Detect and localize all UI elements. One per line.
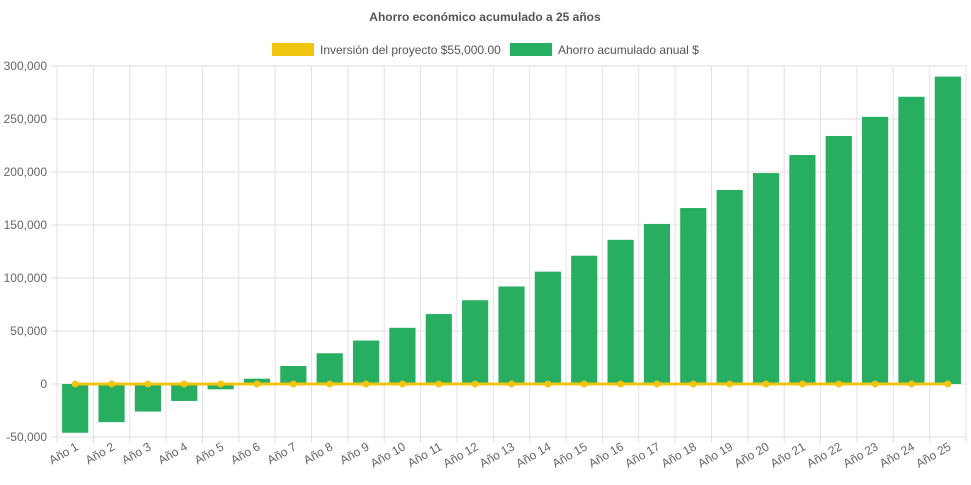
bar[interactable] bbox=[680, 208, 707, 384]
bar[interactable] bbox=[316, 353, 343, 384]
line-point[interactable] bbox=[253, 380, 261, 388]
x-tick-label: Año 4 bbox=[156, 439, 190, 467]
line-point[interactable] bbox=[907, 380, 915, 388]
x-tick-label: Año 10 bbox=[368, 439, 408, 470]
x-tick-label: Año 17 bbox=[622, 439, 662, 470]
line-point[interactable] bbox=[508, 380, 515, 388]
x-tick-label: Año 25 bbox=[913, 439, 953, 470]
bar[interactable] bbox=[825, 135, 852, 384]
line-point[interactable] bbox=[835, 380, 843, 388]
line-point[interactable] bbox=[217, 380, 225, 388]
x-tick-label: Año 7 bbox=[265, 439, 299, 467]
line-point[interactable] bbox=[689, 380, 697, 388]
line-point[interactable] bbox=[617, 380, 625, 388]
bar[interactable] bbox=[607, 239, 634, 384]
line-series bbox=[71, 380, 952, 388]
x-tick-label: Año 12 bbox=[441, 439, 481, 470]
x-tick-label: Año 13 bbox=[477, 439, 517, 470]
line-point[interactable] bbox=[726, 380, 734, 388]
line-point[interactable] bbox=[435, 380, 443, 388]
line-point[interactable] bbox=[471, 380, 479, 388]
y-axis-ticks: -50,000 0 50,000 100,000 150,000 200,000 250,0… bbox=[4, 59, 48, 444]
bar[interactable] bbox=[716, 190, 743, 384]
bar[interactable] bbox=[280, 365, 307, 384]
bar[interactable] bbox=[898, 96, 925, 385]
line-point[interactable] bbox=[798, 380, 806, 388]
line-point[interactable] bbox=[398, 380, 406, 388]
x-tick-label: Año 3 bbox=[119, 439, 153, 467]
y-tick-label: 50,000 bbox=[10, 324, 47, 338]
legend-label[interactable]: Ahorro acumulado anual $ bbox=[558, 43, 699, 57]
line-point[interactable] bbox=[544, 380, 552, 388]
bar[interactable] bbox=[62, 384, 89, 433]
grid bbox=[51, 65, 967, 443]
bar[interactable] bbox=[134, 384, 161, 412]
y-tick-label: 150,000 bbox=[4, 218, 48, 232]
line-point[interactable] bbox=[144, 380, 152, 388]
bar[interactable] bbox=[643, 223, 671, 384]
x-tick-label: Año 5 bbox=[192, 439, 226, 467]
line-point[interactable] bbox=[944, 380, 952, 388]
y-tick-label: 250,000 bbox=[4, 112, 48, 126]
bar[interactable] bbox=[862, 116, 889, 384]
bar-series bbox=[62, 76, 961, 433]
x-tick-label: Año 18 bbox=[659, 439, 699, 470]
x-tick-label: Año 11 bbox=[405, 439, 444, 470]
x-tick-label: Año 23 bbox=[841, 439, 881, 470]
bar[interactable] bbox=[352, 340, 380, 384]
line-point[interactable] bbox=[871, 380, 879, 388]
line-point[interactable] bbox=[108, 380, 116, 388]
x-tick-label: Año 22 bbox=[804, 439, 844, 470]
chart-title: Ahorro económico acumulado a 25 años bbox=[369, 10, 601, 24]
x-axis-ticks: Año 1 Año 2 Año 3 Año 4 Año 5 Año 6 Año 7 Año 8… bbox=[47, 439, 954, 470]
y-tick-label: 0 bbox=[40, 377, 47, 391]
x-tick-label: Año 8 bbox=[301, 439, 335, 467]
legend-label[interactable]: Inversión del proyecto $55,000.00 bbox=[320, 43, 501, 57]
line-point[interactable] bbox=[362, 380, 370, 388]
line-point[interactable] bbox=[180, 380, 188, 388]
line-point[interactable] bbox=[326, 380, 334, 388]
x-tick-label: Año 6 bbox=[228, 439, 262, 467]
bar[interactable] bbox=[789, 155, 816, 384]
y-tick-label: 200,000 bbox=[4, 165, 48, 179]
x-tick-label: Año 1 bbox=[47, 439, 81, 467]
bar[interactable] bbox=[462, 300, 489, 384]
legend-swatch bbox=[510, 43, 552, 56]
bar[interactable] bbox=[571, 255, 598, 384]
bar[interactable] bbox=[534, 271, 561, 384]
bar[interactable] bbox=[425, 314, 452, 384]
x-tick-label: Año 24 bbox=[877, 439, 917, 470]
legend-swatch bbox=[272, 43, 314, 56]
y-tick-label: 300,000 bbox=[4, 59, 48, 73]
x-tick-label: Año 15 bbox=[550, 439, 590, 470]
legend: Inversión del proyecto $55,000.00 Ahorro … bbox=[272, 43, 699, 57]
x-tick-label: Año 19 bbox=[695, 439, 735, 470]
bar[interactable] bbox=[934, 76, 961, 384]
line-point[interactable] bbox=[289, 380, 297, 388]
x-tick-label: Año 14 bbox=[513, 439, 553, 470]
bar[interactable] bbox=[752, 173, 780, 384]
bar[interactable] bbox=[171, 384, 198, 401]
x-tick-label: Año 20 bbox=[732, 439, 772, 470]
bar[interactable] bbox=[98, 384, 125, 423]
y-tick-label: 100,000 bbox=[4, 271, 48, 285]
x-tick-label: Año 9 bbox=[337, 439, 371, 467]
x-tick-label: Año 16 bbox=[586, 439, 626, 470]
line-point[interactable] bbox=[762, 380, 770, 388]
x-tick-label: Año 2 bbox=[83, 439, 117, 467]
y-tick-label: -50,000 bbox=[6, 430, 47, 444]
x-tick-label: Año 21 bbox=[768, 439, 808, 470]
line-point[interactable] bbox=[653, 380, 661, 388]
bar[interactable] bbox=[498, 286, 525, 384]
bar[interactable] bbox=[389, 327, 416, 384]
line-point[interactable] bbox=[580, 380, 588, 388]
line-point[interactable] bbox=[71, 380, 79, 388]
